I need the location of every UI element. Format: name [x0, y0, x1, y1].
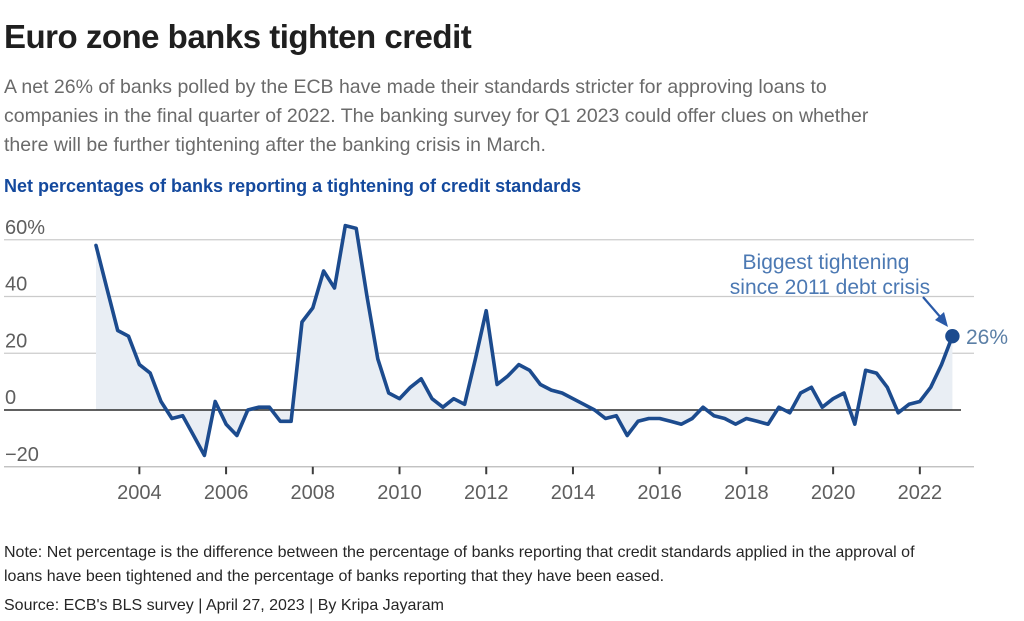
y-axis-label: −20 [5, 444, 39, 466]
annotation-text-line2: since 2011 debt crisis [730, 276, 930, 299]
data-line [94, 223, 955, 458]
chart-subtitle: Net percentages of banks reporting a tig… [4, 176, 582, 196]
x-axis-label: 2014 [551, 482, 596, 504]
x-axis-label: 2016 [637, 482, 682, 504]
y-axis-label: 0 [5, 387, 16, 409]
end-point-label: 26% [966, 326, 1008, 349]
end-point-dot [945, 329, 960, 344]
x-axis-label: 2004 [117, 482, 162, 504]
y-axis-label: 60% [5, 217, 45, 239]
intro-line: there will be further tightening after t… [4, 134, 546, 156]
source-text: Source: ECB's BLS survey | April 27, 202… [4, 597, 445, 614]
x-axis-label: 2022 [898, 482, 943, 504]
x-axis-label: 2020 [811, 482, 856, 504]
page-title: Euro zone banks tighten credit [4, 18, 472, 55]
annotation-text-line1: Biggest tightening [743, 251, 910, 274]
x-axis-label: 2012 [464, 482, 509, 504]
annotation-arrow-icon [922, 296, 948, 327]
x-axis-label: 2006 [204, 482, 249, 504]
x-axis-label: 2010 [377, 482, 422, 504]
x-axis-label: 2008 [291, 482, 336, 504]
area-fill [96, 225, 953, 456]
line-chart: 60% 40 20 0 −20 2004 2006 2008 2010 2012 2014 2016 2… [4, 217, 1008, 504]
intro-line: A net 26% of banks polled by the ECB hav… [4, 76, 827, 98]
intro-line: companies in the final quarter of 2022. … [4, 105, 869, 127]
y-axis-label: 40 [5, 274, 27, 296]
note-line: Note: Net percentage is the difference b… [4, 544, 915, 561]
y-axis-label: 20 [5, 330, 27, 352]
note-line: loans have been tightened and the percen… [4, 568, 665, 585]
x-axis-label: 2018 [724, 482, 769, 504]
intro-text: A net 26% of banks polled by the ECB hav… [4, 73, 1020, 160]
note-text: Note: Net percentage is the difference b… [4, 541, 1020, 589]
